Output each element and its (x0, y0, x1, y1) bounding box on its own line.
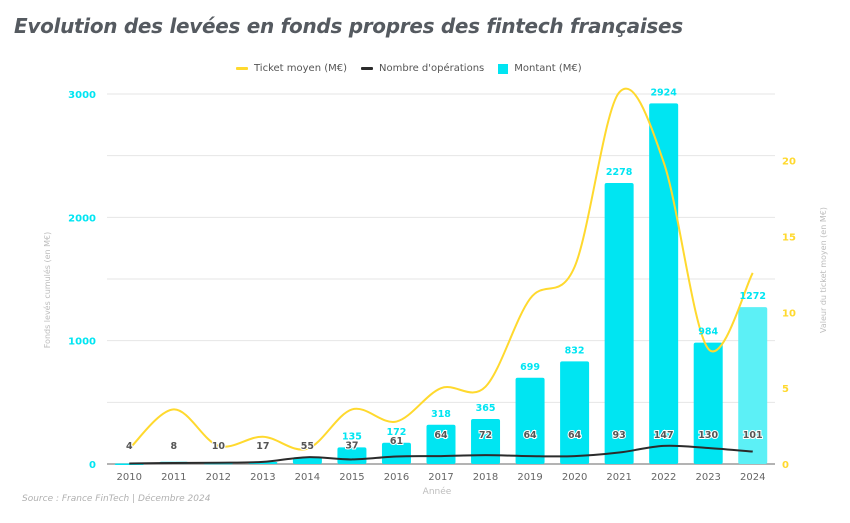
legend-label-operations: Nombre d'opérations (379, 63, 485, 74)
bar-value-label: 984 (698, 327, 718, 338)
legend-swatch-ticket (236, 67, 248, 70)
y2-tick-label: 15 (782, 233, 796, 244)
operations-value-label: 4 (126, 441, 133, 452)
y2-tick-label: 5 (782, 384, 789, 395)
source-note: Source : France FinTech | Décembre 2024 (22, 494, 211, 504)
x-tick-label: 2022 (651, 472, 676, 483)
bar (381, 442, 411, 464)
x-tick-label: 2011 (161, 472, 186, 483)
chart-legend: Ticket moyen (M€) Nombre d'opérations Mo… (236, 63, 582, 74)
y2-tick-label: 20 (782, 157, 796, 168)
bar (292, 457, 322, 464)
data-labels: 135 172 318 365 699 832 2278 2924 984 1272 4 8 10 17 5… (125, 87, 766, 453)
y-tick-label: 3000 (68, 90, 96, 101)
legend-item-montant[interactable]: Montant (M€) (498, 63, 582, 74)
operations-value-label: 101 (743, 430, 763, 441)
bar-value-label: 135 (342, 431, 362, 442)
left-axis-ticks: 0 1000 2000 3000 (68, 90, 96, 471)
bar-value-label: 699 (520, 362, 540, 373)
x-tick-label: 2021 (606, 472, 631, 483)
y-tick-label: 0 (89, 460, 96, 471)
operations-value-label: 37 (345, 440, 358, 451)
x-tick-label: 2018 (473, 472, 498, 483)
bar (515, 377, 545, 464)
bar-value-label: 2278 (606, 167, 633, 178)
ticket-moyen-line (128, 87, 754, 451)
x-tick-label: 2015 (339, 472, 364, 483)
bar (649, 103, 679, 464)
operations-value-label: 61 (390, 436, 403, 447)
operations-value-label: 55 (301, 441, 314, 452)
operations-line (129, 444, 753, 465)
y-tick-label: 2000 (68, 213, 96, 224)
operations-value-label: 93 (613, 430, 626, 441)
operations-value-label: 130 (698, 430, 718, 441)
operations-value-label: 64 (568, 430, 582, 441)
x-axis-label: Année (423, 486, 452, 497)
x-tick-label: 2023 (695, 472, 720, 483)
operations-value-label: 64 (434, 430, 448, 441)
operations-value-label: 17 (256, 441, 269, 452)
chart-title: Evolution des levées en fonds propres de… (14, 14, 683, 38)
x-tick-label: 2016 (384, 472, 409, 483)
y2-axis-label: Valeur du ticket moyen (en M€) (819, 207, 828, 333)
operations-value-label: 10 (212, 441, 226, 452)
bar-value-label: 2924 (650, 87, 677, 98)
bar (738, 307, 768, 464)
bar (693, 342, 723, 464)
bar (560, 361, 590, 464)
operations-value-label: 64 (523, 430, 537, 441)
legend-item-operations[interactable]: Nombre d'opérations (361, 63, 484, 74)
y-axis-label: Fonds levés cumulés (en M€) (42, 232, 52, 349)
legend-label-ticket: Ticket moyen (M€) (254, 63, 348, 74)
x-tick-label: 2024 (740, 472, 765, 483)
bar-value-label: 318 (431, 409, 451, 420)
legend-swatch-operations (361, 67, 374, 70)
x-tick-label: 2020 (562, 472, 587, 483)
x-tick-label: 2013 (250, 472, 275, 483)
x-tick-label: 2010 (117, 472, 142, 483)
y2-tick-label: 10 (782, 308, 796, 319)
operations-value-label: 8 (170, 441, 177, 452)
x-tick-label: 2012 (206, 472, 231, 483)
lines (128, 87, 754, 465)
right-axis-ticks: 0 5 10 15 20 (782, 157, 796, 471)
x-tick-label: 2017 (428, 472, 453, 483)
bars (114, 103, 768, 466)
y-tick-label: 1000 (68, 337, 96, 348)
legend-swatch-montant (498, 63, 509, 74)
bar (471, 418, 501, 464)
legend-item-ticket[interactable]: Ticket moyen (M€) (236, 63, 347, 74)
x-axis-ticks: 2010 2011 2012 2013 2014 2015 2016 2017 2018 2019… (117, 472, 766, 483)
bar (604, 183, 634, 464)
bar-value-label: 832 (565, 345, 585, 356)
operations-value-label: 147 (654, 430, 674, 441)
legend-label-montant: Montant (M€) (514, 63, 582, 74)
y2-tick-label: 0 (782, 460, 789, 471)
operations-value-label: 72 (479, 430, 492, 441)
bar-value-label: 1272 (740, 291, 766, 302)
bar-value-label: 365 (476, 403, 496, 414)
x-tick-label: 2014 (295, 472, 320, 483)
x-tick-label: 2019 (517, 472, 542, 483)
bar (426, 424, 456, 464)
bar-value-label: 172 (387, 427, 407, 438)
